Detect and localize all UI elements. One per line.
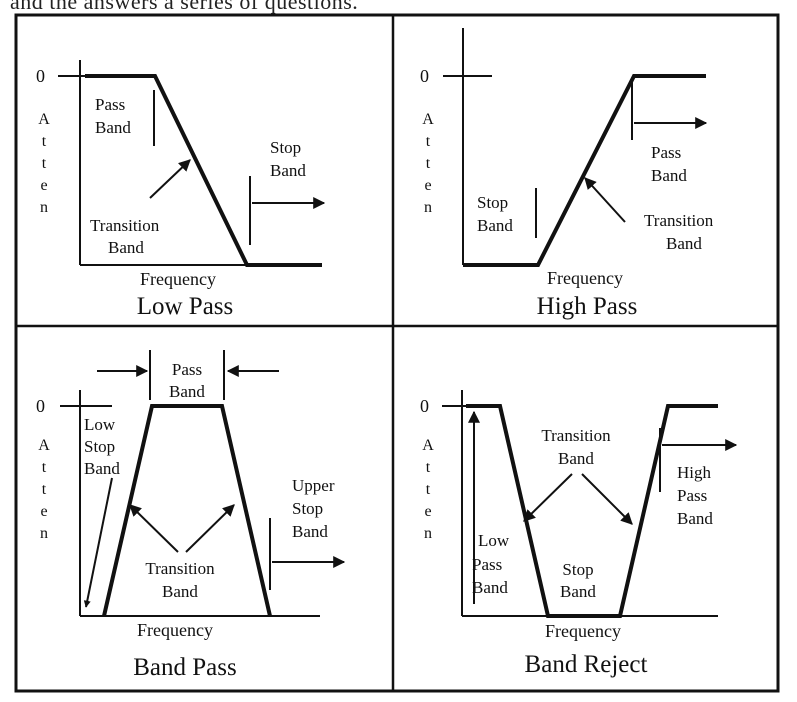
- axis-letter: e: [424, 177, 431, 194]
- low-pass-panel: 0 A t t e n Pass Band Stop Band Transiti…: [36, 60, 326, 320]
- zero-label: 0: [420, 396, 429, 416]
- high-pass-band-label: Pass: [677, 486, 707, 505]
- stop-band-label: Band: [560, 582, 596, 601]
- low-stop-band-label: Stop: [84, 437, 115, 456]
- band-reject-panel: 0 A t t e n Low Pass Band Transition Ban…: [420, 390, 738, 678]
- transition-arrow: [523, 473, 573, 522]
- upper-stop-band-label: Band: [292, 522, 328, 541]
- header-fragment: and the answers a series of questions.: [10, 0, 359, 14]
- pass-band-label: Band: [95, 118, 131, 137]
- pass-band-label: Pass: [651, 143, 681, 162]
- transition-arrow: [581, 473, 633, 525]
- low-stop-band-label: Band: [84, 459, 120, 478]
- transition-arrow: [185, 504, 235, 553]
- axis-letter: e: [40, 177, 47, 194]
- axis-letter: n: [424, 199, 432, 216]
- response-curve: [85, 74, 322, 267]
- transition-band-label: Band: [108, 238, 144, 257]
- transition-band-label: Band: [666, 234, 702, 253]
- axis-letter: e: [40, 503, 47, 520]
- stop-band-label: Stop: [270, 138, 301, 157]
- upper-stop-band-label: Upper: [292, 476, 335, 495]
- transition-arrow: [149, 159, 191, 199]
- x-axis-label: Frequency: [547, 268, 623, 288]
- stop-band-label: Stop: [562, 560, 593, 579]
- axis-letter: n: [40, 199, 48, 216]
- axis-letter: t: [426, 133, 431, 150]
- panel-title: Low Pass: [137, 293, 234, 320]
- axis-letter: t: [426, 155, 431, 172]
- transition-band-label: Transition: [145, 559, 215, 578]
- pass-band-label: Band: [169, 382, 205, 401]
- high-pass-band-label: Band: [677, 509, 713, 528]
- low-pass-band-label: Band: [472, 578, 508, 597]
- transition-band-label: Band: [558, 449, 594, 468]
- axis-letter: t: [42, 155, 47, 172]
- zero-label: 0: [36, 66, 45, 86]
- transition-band-label: Transition: [90, 216, 160, 235]
- response-curve: [102, 404, 272, 617]
- stop-band-label: Band: [477, 216, 513, 235]
- low-stop-band-arrow: [83, 477, 113, 608]
- transition-band-label: Transition: [644, 211, 714, 230]
- upper-stop-band-label: Stop: [292, 499, 323, 518]
- high-pass-panel: 0 A t t e n Stop Band Pass Band Transiti…: [420, 28, 714, 320]
- axis-letter: A: [38, 111, 50, 128]
- panel-title: Band Reject: [525, 651, 648, 678]
- x-axis-label: Frequency: [137, 620, 213, 640]
- band-pass-panel: 0 A t t e n Pass Band Low Stop Band Uppe…: [36, 350, 346, 681]
- panel-title: High Pass: [537, 293, 638, 320]
- axis-letter: t: [42, 133, 47, 150]
- axis-letter: A: [422, 437, 434, 454]
- axis-letter: n: [40, 525, 48, 542]
- transition-arrow: [584, 177, 626, 223]
- low-pass-band-label: Low: [478, 531, 510, 550]
- axis-letter: A: [422, 111, 434, 128]
- zero-label: 0: [420, 66, 429, 86]
- axis-letter: t: [42, 459, 47, 476]
- pass-band-label: Pass: [95, 95, 125, 114]
- axis-letter: A: [38, 437, 50, 454]
- low-pass-band-label: Pass: [472, 555, 502, 574]
- transition-band-label: Transition: [541, 426, 611, 445]
- zero-label: 0: [36, 396, 45, 416]
- low-stop-band-label: Low: [84, 415, 116, 434]
- axis-letter: n: [424, 525, 432, 542]
- pass-band-label: Band: [651, 166, 687, 185]
- pass-band-label: Pass: [172, 360, 202, 379]
- high-pass-band-label: High: [677, 463, 712, 482]
- panel-title: Band Pass: [133, 654, 236, 681]
- transition-band-label: Band: [162, 582, 198, 601]
- transition-arrow: [129, 504, 179, 553]
- stop-band-label: Band: [270, 161, 306, 180]
- panel-grid: [14, 13, 780, 693]
- axis-letter: t: [426, 481, 431, 498]
- axis-letter: t: [42, 481, 47, 498]
- axis-letter: e: [424, 503, 431, 520]
- x-axis-label: Frequency: [140, 269, 216, 289]
- response-curve: [466, 404, 718, 618]
- outer-frame: [14, 13, 780, 693]
- response-curve: [463, 74, 706, 267]
- stop-band-label: Stop: [477, 193, 508, 212]
- x-axis-label: Frequency: [545, 621, 621, 641]
- axis-letter: t: [426, 459, 431, 476]
